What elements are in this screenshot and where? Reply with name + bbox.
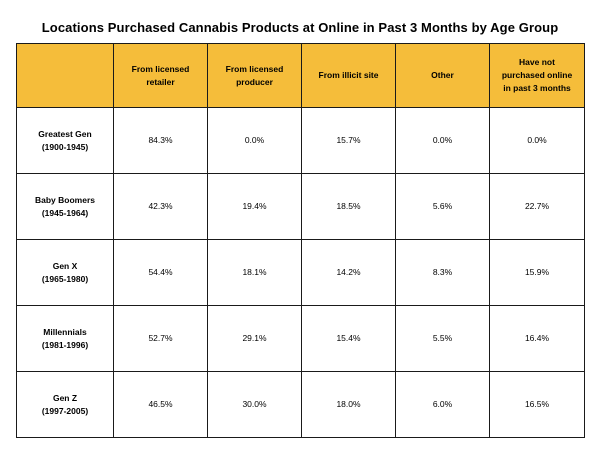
row-label-name: Greatest Gen bbox=[38, 128, 92, 139]
data-cell: 84.3% bbox=[113, 107, 208, 174]
data-cell: 46.5% bbox=[113, 371, 208, 438]
data-table: From licensed retailer From licensed pro… bbox=[16, 43, 585, 438]
row-label-years: (1981-1996) bbox=[41, 339, 89, 350]
table-row: Gen X (1965-1980) 54.4% 18.1% 14.2% 8.3%… bbox=[16, 239, 585, 306]
data-cell: 14.2% bbox=[301, 239, 396, 306]
column-header-line: From licensed bbox=[131, 63, 190, 74]
row-label-years: (1900-1945) bbox=[41, 141, 89, 152]
row-label-name: Gen X bbox=[52, 260, 78, 271]
data-cell: 19.4% bbox=[207, 173, 302, 240]
data-cell: 52.7% bbox=[113, 305, 208, 372]
column-header-line: From illicit site bbox=[318, 70, 379, 80]
chart-title: Locations Purchased Cannabis Products at… bbox=[41, 20, 559, 35]
data-cell: 0.0% bbox=[489, 107, 585, 174]
row-label-name: Baby Boomers bbox=[35, 194, 95, 205]
column-header-line: retailer bbox=[146, 76, 175, 87]
data-cell: 15.9% bbox=[489, 239, 585, 306]
column-header: Other bbox=[395, 43, 490, 108]
data-cell: 42.3% bbox=[113, 173, 208, 240]
row-label: Greatest Gen (1900-1945) bbox=[16, 107, 114, 174]
table-row: Millennials (1981-1996) 52.7% 29.1% 15.4… bbox=[16, 305, 585, 372]
column-header: From licensed producer bbox=[207, 43, 302, 108]
data-cell: 18.1% bbox=[207, 239, 302, 306]
data-cell: 0.0% bbox=[395, 107, 490, 174]
data-cell: 16.5% bbox=[489, 371, 585, 438]
header-corner-cell bbox=[16, 43, 114, 108]
data-cell: 18.5% bbox=[301, 173, 396, 240]
column-header-line: purchased online bbox=[501, 70, 573, 80]
column-header-line: in past 3 months bbox=[503, 83, 571, 93]
data-cell: 15.4% bbox=[301, 305, 396, 372]
data-cell: 22.7% bbox=[489, 173, 585, 240]
row-label-years: (1945-1964) bbox=[41, 207, 89, 218]
column-header: From licensed retailer bbox=[113, 43, 208, 108]
data-cell: 54.4% bbox=[113, 239, 208, 306]
data-cell: 5.6% bbox=[395, 173, 490, 240]
data-cell: 0.0% bbox=[207, 107, 302, 174]
data-cell: 29.1% bbox=[207, 305, 302, 372]
column-header-line: Have not bbox=[519, 57, 555, 67]
data-cell: 8.3% bbox=[395, 239, 490, 306]
row-label: Millennials (1981-1996) bbox=[16, 305, 114, 372]
data-cell: 5.5% bbox=[395, 305, 490, 372]
row-label: Baby Boomers (1945-1964) bbox=[16, 173, 114, 240]
data-cell: 16.4% bbox=[489, 305, 585, 372]
column-header: From illicit site bbox=[301, 43, 396, 108]
row-label-name: Gen Z bbox=[52, 392, 78, 403]
header-row: From licensed retailer From licensed pro… bbox=[16, 43, 585, 108]
column-header-line: From licensed bbox=[225, 63, 284, 74]
column-header: Have not purchased online in past 3 mont… bbox=[489, 43, 585, 108]
data-cell: 18.0% bbox=[301, 371, 396, 438]
row-label-name: Millennials bbox=[43, 326, 87, 337]
data-cell: 15.7% bbox=[301, 107, 396, 174]
column-header-line: producer bbox=[236, 76, 273, 87]
row-label-years: (1997-2005) bbox=[41, 405, 89, 416]
data-cell: 6.0% bbox=[395, 371, 490, 438]
column-header-line: Other bbox=[431, 70, 454, 80]
table-row: Baby Boomers (1945-1964) 42.3% 19.4% 18.… bbox=[16, 173, 585, 240]
table-row: Greatest Gen (1900-1945) 84.3% 0.0% 15.7… bbox=[16, 107, 585, 174]
row-label: Gen Z (1997-2005) bbox=[16, 371, 114, 438]
row-label: Gen X (1965-1980) bbox=[16, 239, 114, 306]
row-label-years: (1965-1980) bbox=[41, 273, 89, 284]
data-cell: 30.0% bbox=[207, 371, 302, 438]
table-row: Gen Z (1997-2005) 46.5% 30.0% 18.0% 6.0%… bbox=[16, 371, 585, 438]
